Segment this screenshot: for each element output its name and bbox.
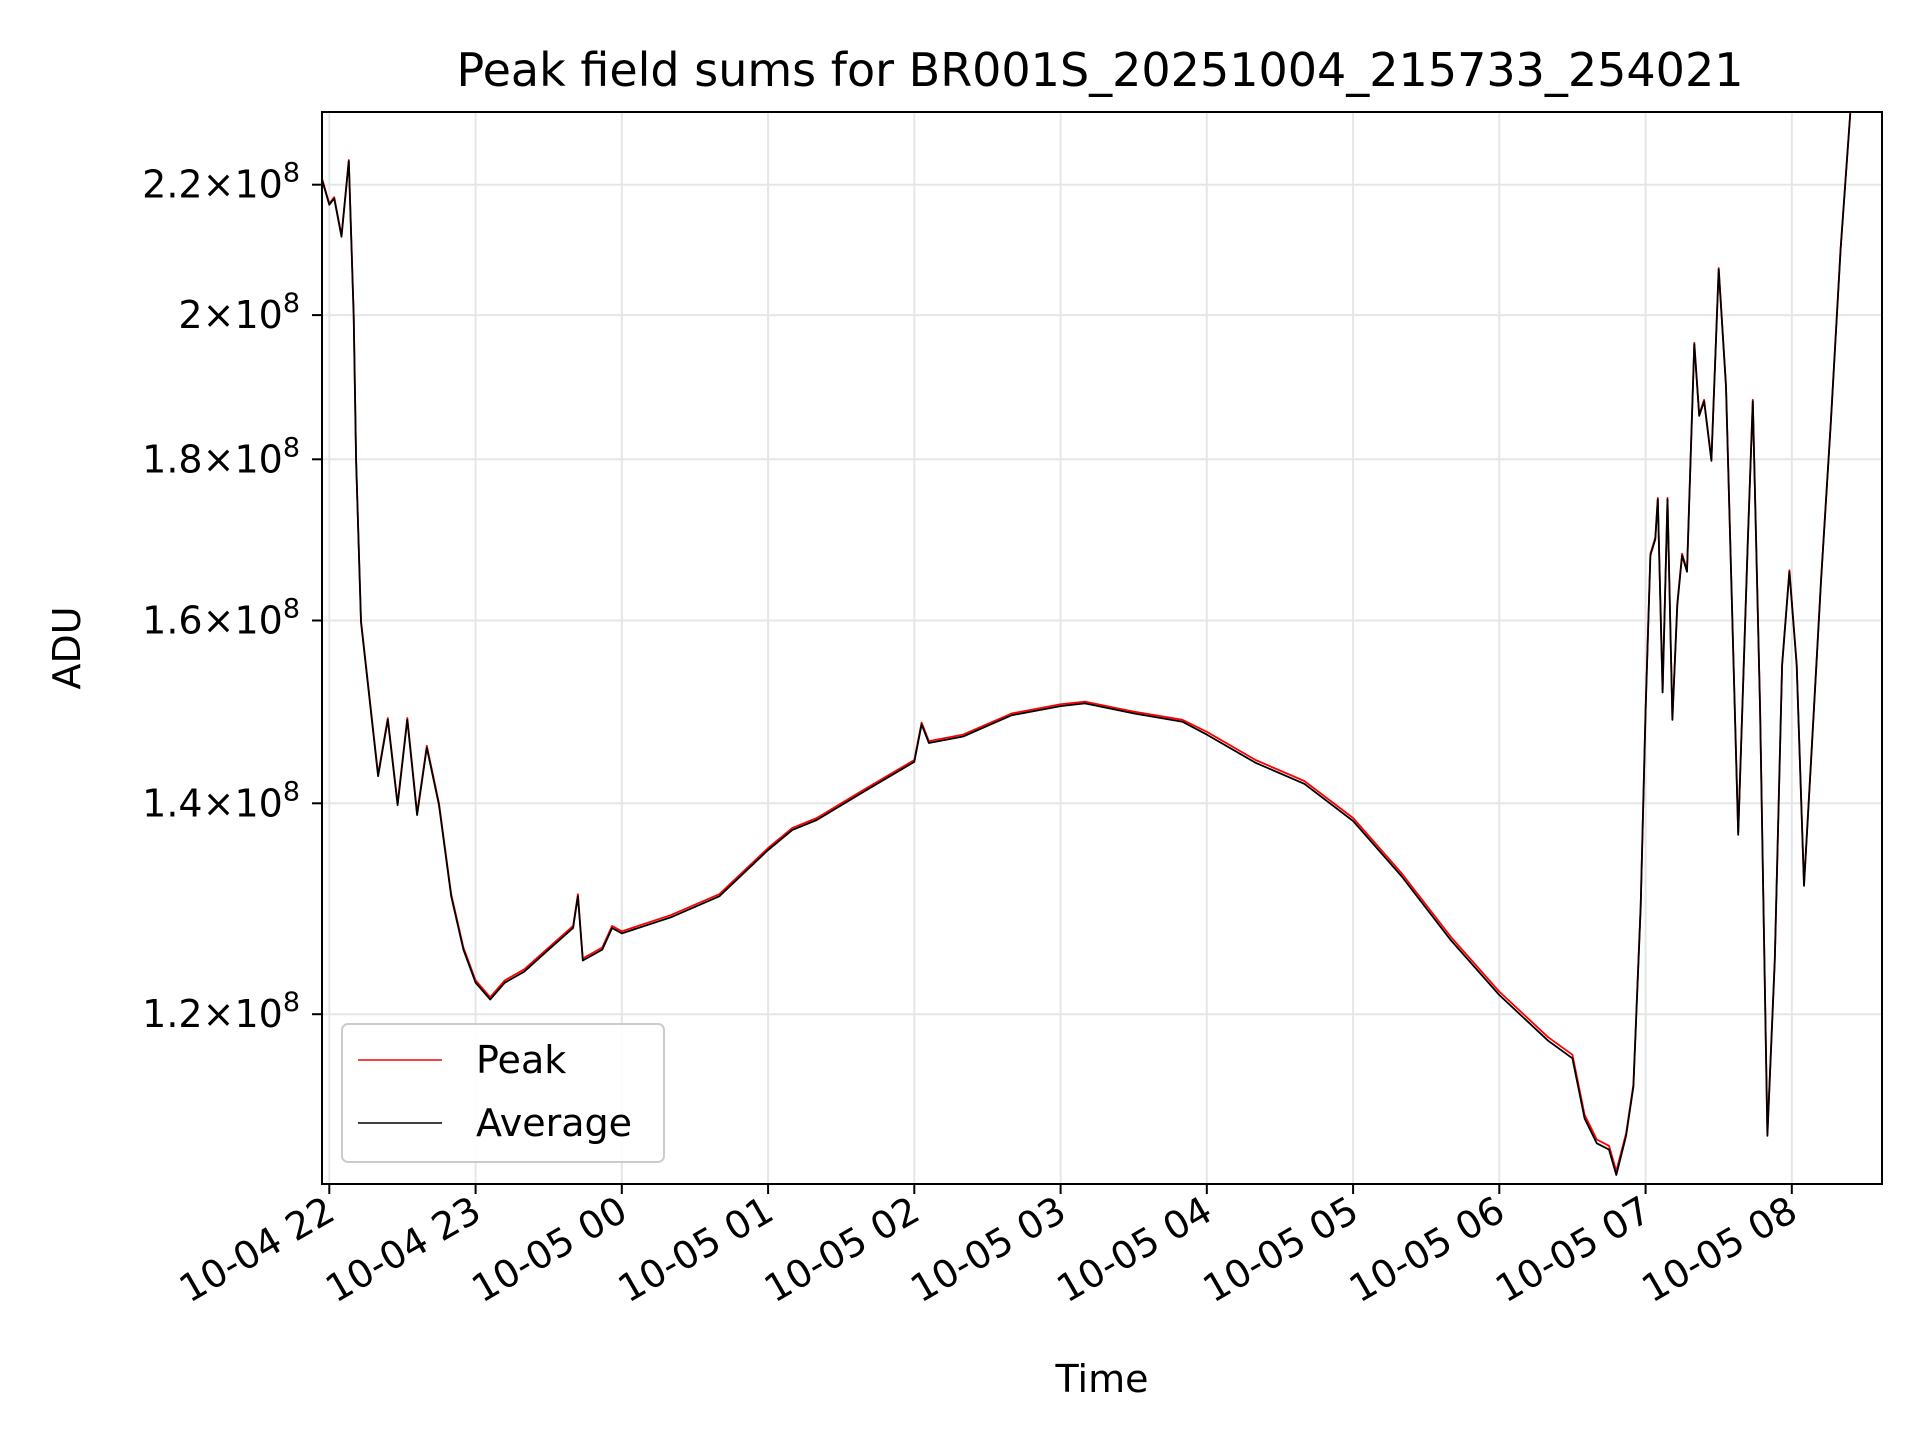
y-axis-label: ADU <box>45 606 89 689</box>
x-axis-label: Time <box>1055 1357 1149 1401</box>
y-tick-label: 2.2×108 <box>142 158 300 207</box>
series-layer <box>322 112 1852 1176</box>
plot-frame <box>321 111 1883 1185</box>
y-tick-label: 2×108 <box>178 288 300 337</box>
series-line-average <box>322 113 1852 1176</box>
y-tick-label: 1.6×108 <box>142 594 300 643</box>
y-axis: 1.2×108 1.4×108 1.6×108 1.8×108 2×108 2.2×108 <box>142 158 322 1036</box>
legend: Peak Average <box>341 1023 665 1163</box>
legend-label-peak: Peak <box>476 1038 566 1082</box>
grid-lines <box>322 112 1882 1184</box>
y-tick-label: 1.4×108 <box>142 776 300 825</box>
chart-title: Peak field sums for BR001S_20251004_2157… <box>457 43 1744 97</box>
y-tick-label: 1.8×108 <box>142 432 300 481</box>
y-tick-label: 1.2×108 <box>142 987 300 1036</box>
legend-box <box>341 1023 665 1163</box>
legend-label-average: Average <box>476 1101 632 1145</box>
